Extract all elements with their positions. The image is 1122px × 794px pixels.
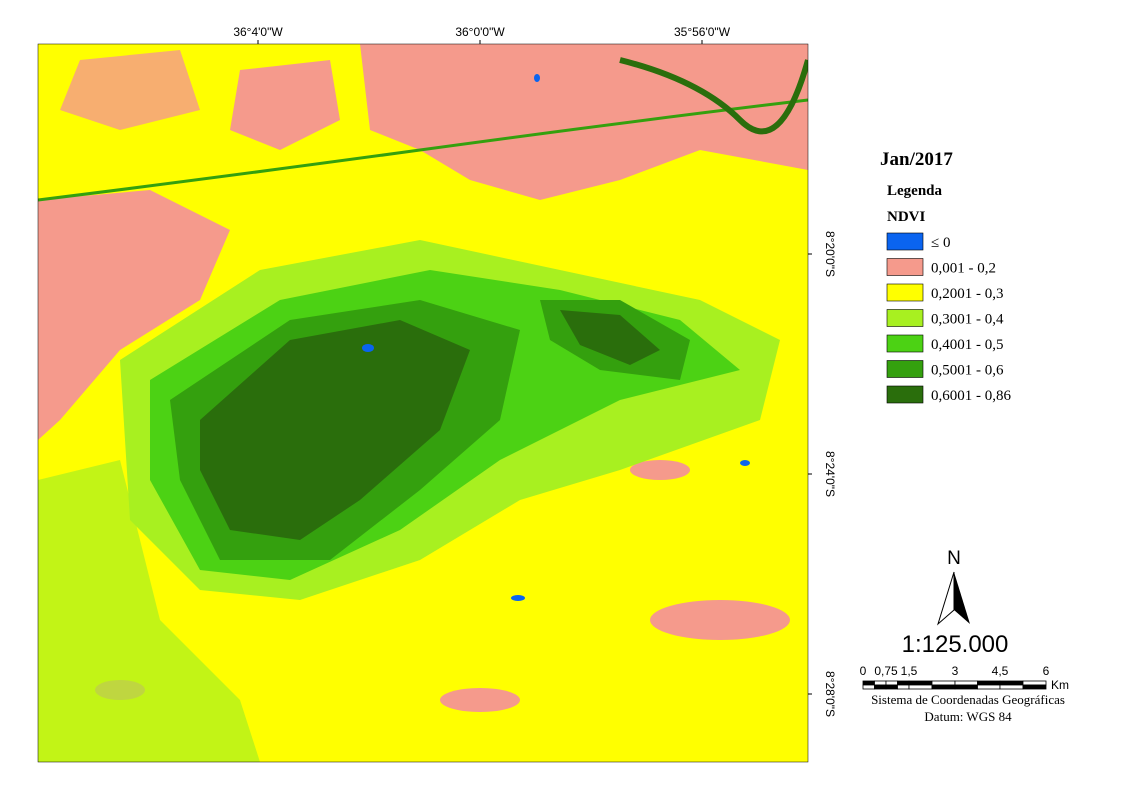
- scale-segment: [1022, 680, 1047, 686]
- latitude-label: 8°24'0"S: [823, 451, 837, 497]
- scale-segment: [977, 684, 1001, 690]
- scale-segment: [954, 684, 978, 690]
- scale-label: 0: [860, 664, 867, 678]
- longitude-label: 36°4'0"W: [233, 25, 283, 39]
- longitude-label: 36°0'0"W: [455, 25, 505, 39]
- legend-swatch: [886, 258, 924, 276]
- legend-swatch: [886, 334, 924, 353]
- scale-label: 3: [952, 664, 959, 678]
- scale-segment: [897, 680, 910, 686]
- map-title: Jan/2017: [880, 149, 953, 170]
- datum: Datum: WGS 84: [924, 709, 1012, 724]
- legend-swatch: [886, 385, 924, 404]
- scale-unit: Km: [1051, 678, 1069, 692]
- legend-label: 0,5001 - 0,6: [931, 363, 1004, 379]
- legend-label: 0,001 - 0,2: [931, 261, 996, 277]
- ndvi-raster: [38, 44, 808, 762]
- north-arrow: N: [937, 548, 970, 626]
- scale-label: 1,5: [901, 664, 918, 678]
- legend: ≤ 0 0,001 - 0,2 0,2001 - 0,3 0,3001 - 0,4 0,…: [886, 232, 1011, 404]
- latitude-label: 8°20'0"S: [823, 231, 837, 277]
- scale-segment: [885, 684, 898, 690]
- scale-label: 4,5: [992, 664, 1009, 678]
- scale-segment: [1022, 684, 1047, 690]
- scale-bar: 0 0,75 1,5 3 4,5 6Km: [860, 664, 1069, 692]
- scale-segment: [931, 684, 956, 690]
- legend-label: 0,3001 - 0,4: [931, 312, 1004, 328]
- scale-text: 1:125.000: [902, 631, 1009, 658]
- scale-label: 0,75: [874, 664, 898, 678]
- legend-swatch: [886, 309, 924, 327]
- legend-label: 0,4001 - 0,5: [931, 337, 1004, 353]
- scale-segment: [954, 680, 978, 686]
- coordinate-system: Sistema de Coordenadas Geográficas: [871, 692, 1065, 707]
- scale-segment: [977, 680, 1001, 686]
- scale-label: 6: [1043, 664, 1050, 678]
- scale-segment: [885, 680, 898, 686]
- legend-swatch: [886, 232, 924, 251]
- scale-segment: [897, 684, 910, 690]
- legend-subheading: NDVI: [887, 209, 925, 225]
- longitude-label: 35°56'0"W: [674, 25, 731, 39]
- scale-segment: [999, 680, 1024, 686]
- scale-segment: [874, 680, 887, 686]
- graticule: 36°4'0"W 36°0'0"W 35°56'0"W 8°20'0"S 8°24'0"…: [233, 25, 837, 717]
- scale-segment: [862, 680, 875, 686]
- scale-segment: [908, 680, 933, 686]
- legend-swatch: [886, 283, 924, 302]
- scale-segment: [874, 684, 887, 690]
- legend-label: 0,2001 - 0,3: [931, 286, 1004, 302]
- north-label: N: [947, 548, 961, 569]
- legend-swatch: [886, 360, 924, 378]
- legend-label: 0,6001 - 0,86: [931, 388, 1011, 404]
- latitude-label: 8°28'0"S: [823, 671, 837, 717]
- map-frame: [37, 43, 809, 763]
- scale-segment: [999, 684, 1024, 690]
- scale-segment: [908, 684, 933, 690]
- legend-heading: Legenda: [887, 183, 943, 199]
- scale-segment: [862, 684, 875, 690]
- legend-label: ≤ 0: [931, 235, 950, 251]
- scale-segment: [931, 680, 956, 686]
